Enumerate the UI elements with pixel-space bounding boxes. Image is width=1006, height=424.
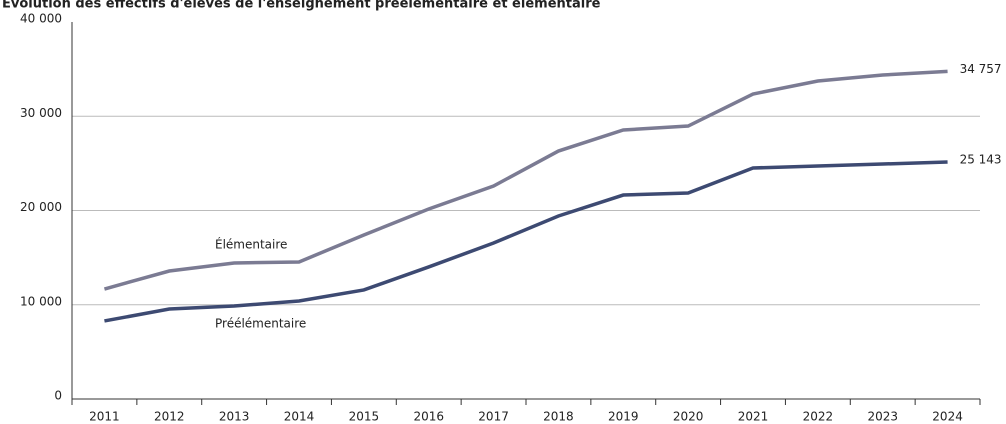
- x-tick-label: 2017: [478, 410, 509, 424]
- y-tick-label: 20 000: [20, 200, 62, 214]
- series-label: Préélémentaire: [215, 316, 306, 330]
- x-tick-label: 2012: [154, 410, 185, 424]
- chart-title: Évolution des effectifs d'élèves de l'en…: [2, 0, 601, 12]
- x-tick-label: 2019: [608, 410, 639, 424]
- x-tick-label: 2024: [932, 410, 963, 424]
- value-label: 34 757: [960, 62, 1002, 76]
- series-label: Élémentaire: [215, 236, 287, 251]
- x-tick-label: 2020: [673, 410, 704, 424]
- value-label: 25 143: [960, 153, 1002, 167]
- x-tick-label: 2023: [867, 410, 898, 424]
- x-tick-label: 2015: [349, 410, 380, 424]
- x-tick-label: 2018: [543, 410, 574, 424]
- series-line: [103, 69, 948, 291]
- y-tick-label: 40 000: [20, 12, 62, 26]
- series-line: [104, 160, 948, 323]
- x-tick-label: 2016: [413, 410, 444, 424]
- x-tick-label: 2021: [738, 410, 769, 424]
- y-tick-label: 10 000: [20, 294, 62, 308]
- x-tick-label: 2011: [89, 410, 120, 424]
- x-tick-label: 2022: [803, 410, 834, 424]
- x-tick-label: 2013: [219, 410, 250, 424]
- y-tick-label: 0: [54, 389, 62, 403]
- x-tick-label: 2014: [284, 410, 315, 424]
- y-tick-label: 30 000: [20, 106, 62, 120]
